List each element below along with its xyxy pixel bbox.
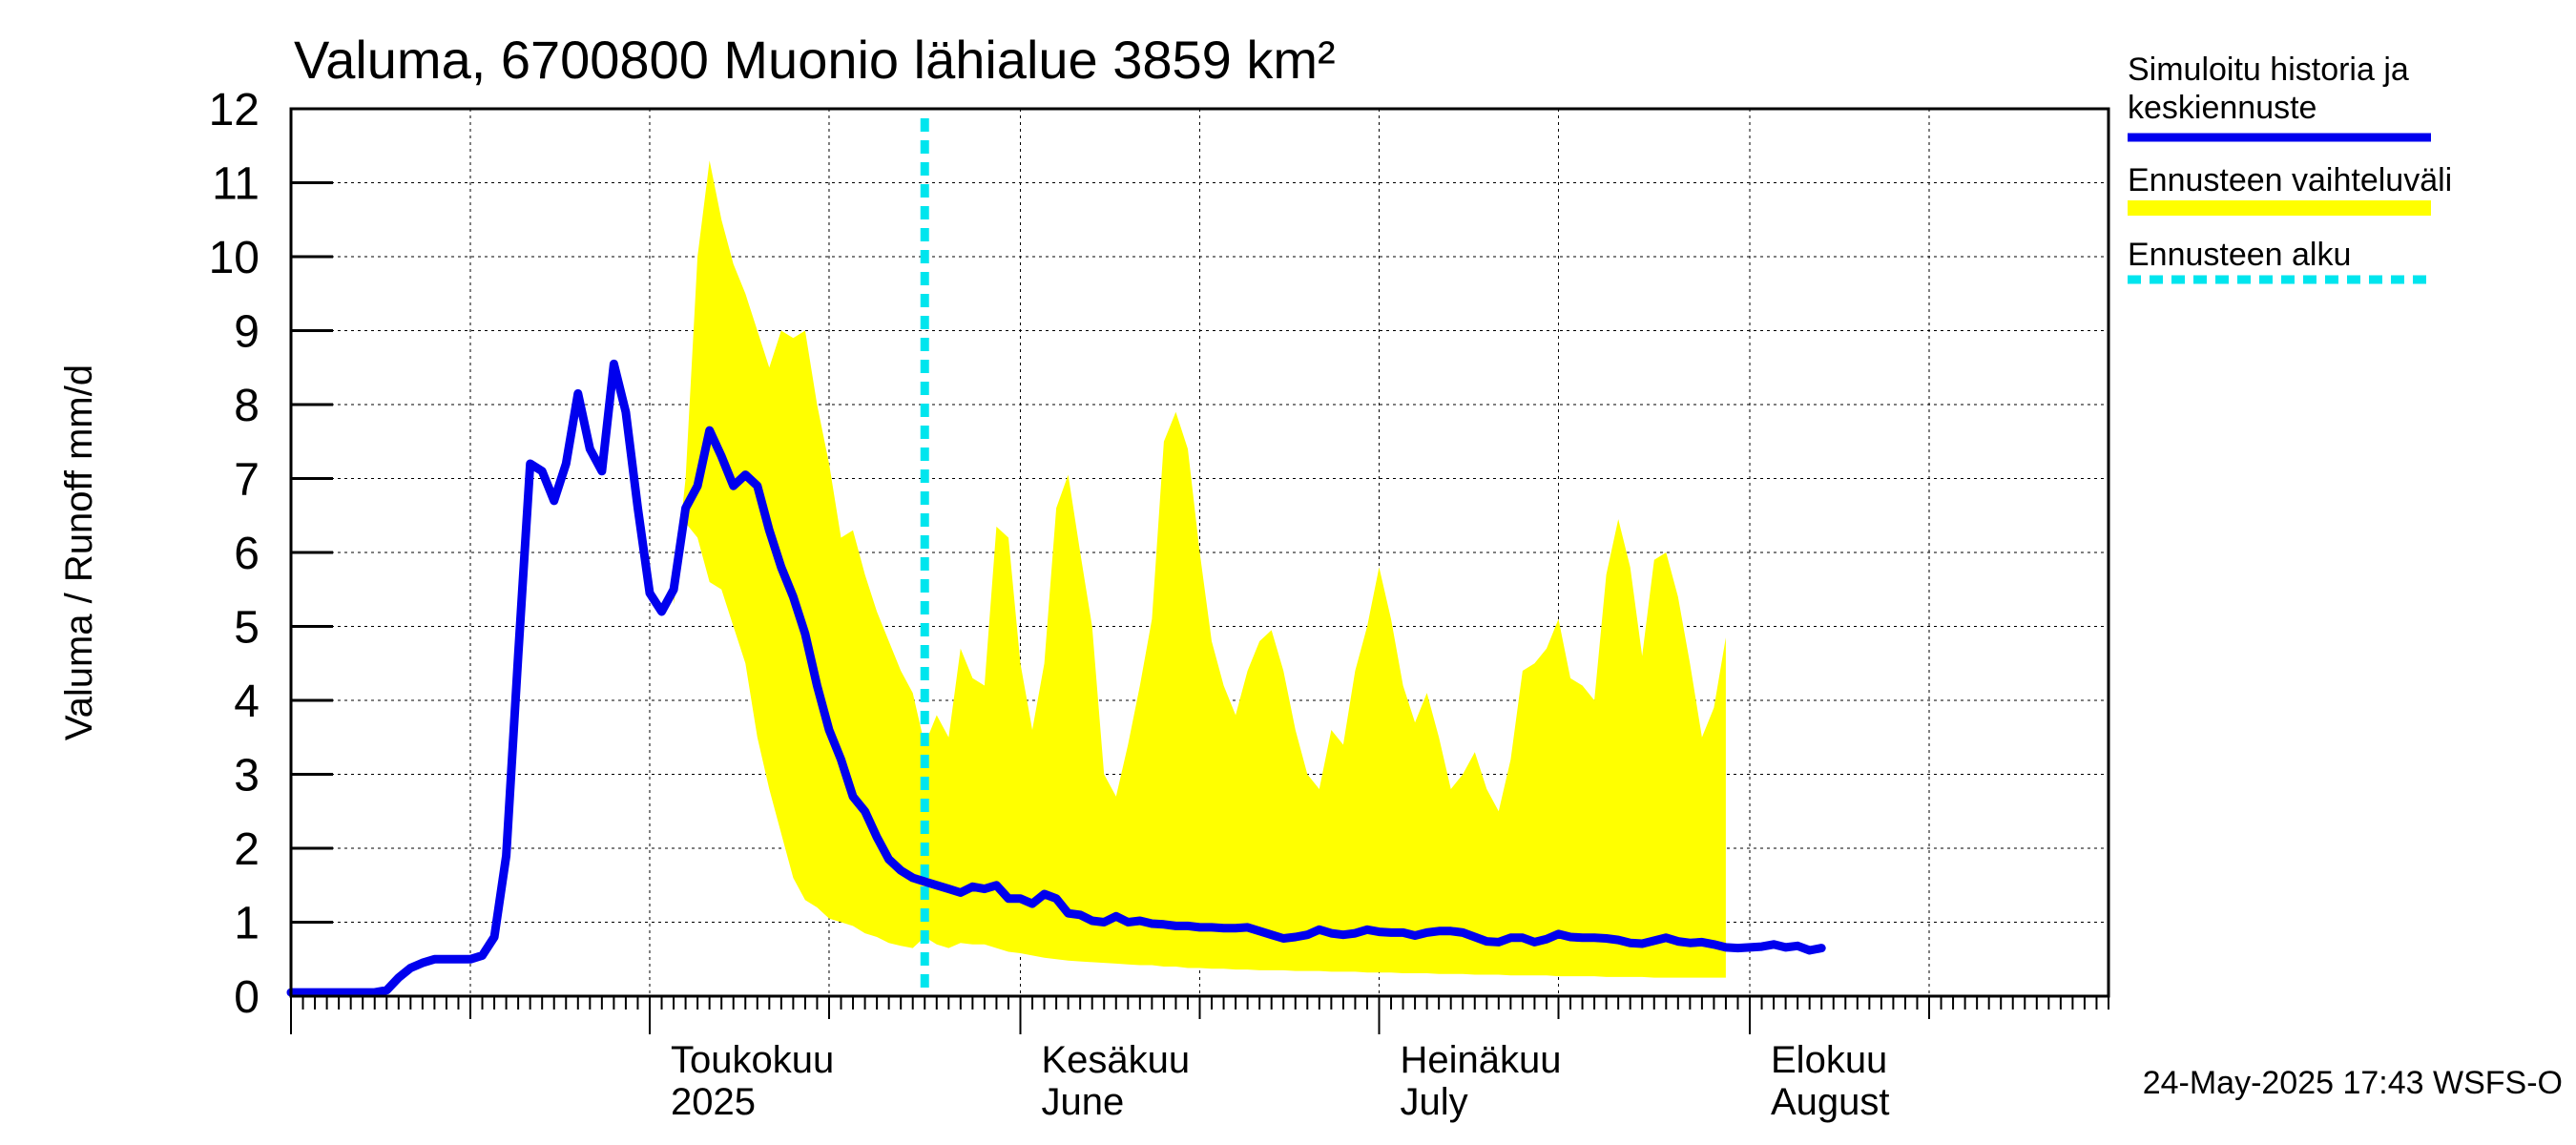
y-tick-label: 1	[234, 899, 260, 949]
mean-series	[286, 359, 1826, 997]
legend-label-range: Ennusteen vaihteluväli	[2128, 162, 2452, 198]
x-month-sublabel: August	[1771, 1081, 1890, 1123]
y-tick-label: 7	[234, 455, 260, 506]
legend-label-mean-2: keskiennuste	[2128, 90, 2316, 126]
timestamp: 24-May-2025 17:43 WSFS-O	[2143, 1065, 2563, 1101]
y-tick-label: 9	[234, 307, 260, 358]
x-month-label: Elokuu	[1771, 1039, 1887, 1081]
forecast-range-area	[674, 160, 1726, 978]
x-month-label: Heinäkuu	[1400, 1039, 1561, 1081]
y-tick-label: 3	[234, 751, 260, 802]
y-tick-label: 8	[234, 381, 260, 431]
x-month-sublabel: July	[1400, 1081, 1467, 1123]
y-tick-label: 12	[209, 85, 260, 135]
legend-label-mean: Simuloitu historia ja	[2128, 52, 2409, 88]
y-tick-label: 5	[234, 603, 260, 654]
x-month-label: Toukokuu	[671, 1039, 834, 1081]
x-month-sublabel: June	[1042, 1081, 1125, 1123]
legend-label-forecast-start: Ennusteen alku	[2128, 237, 2351, 273]
y-tick-label: 6	[234, 529, 260, 579]
mean-runoff-line	[286, 359, 1826, 997]
x-month-label: Kesäkuu	[1042, 1039, 1191, 1081]
y-tick-label: 11	[212, 159, 260, 210]
y-tick-label: 2	[234, 824, 260, 875]
y-tick-label: 4	[234, 677, 260, 727]
x-month-sublabel: 2025	[671, 1081, 756, 1123]
forecast-range-band	[674, 160, 1726, 978]
y-tick-label: 10	[209, 233, 260, 283]
y-tick-label: 0	[234, 972, 260, 1023]
chart-title: Valuma, 6700800 Muonio lähialue 3859 km²	[294, 30, 1336, 90]
legend-swatch-range	[2128, 200, 2431, 216]
y-axis-label: Valuma / Runoff mm/d	[58, 364, 100, 740]
